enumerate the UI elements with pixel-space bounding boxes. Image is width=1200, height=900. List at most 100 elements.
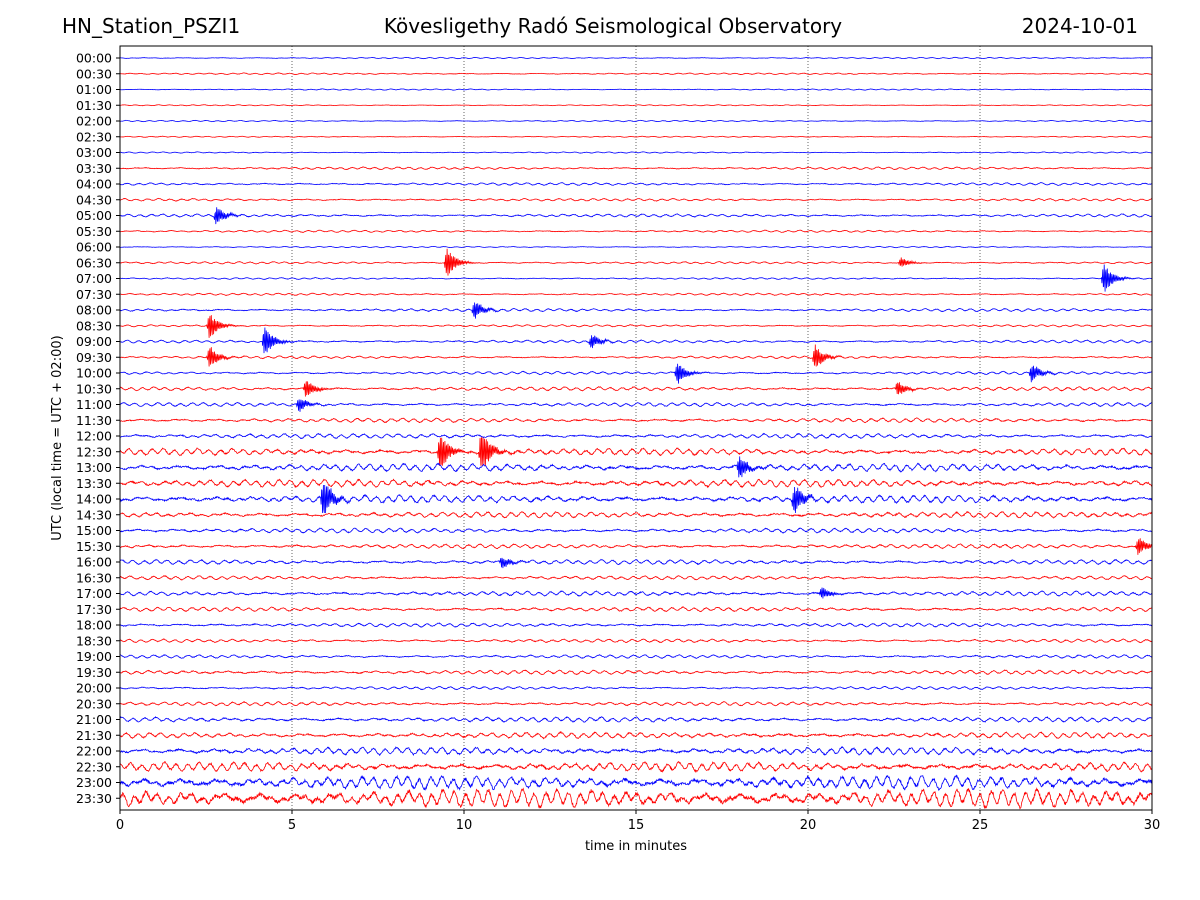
trace-0730 [119,292,1152,296]
row-label: 13:00 [76,460,112,475]
row-label: 19:30 [76,665,112,680]
row-label: 03:30 [76,161,112,176]
row-label: 00:00 [76,51,112,66]
row-label: 11:00 [76,397,112,412]
row-label: 07:30 [76,287,112,302]
row-label: 14:00 [76,492,112,507]
row-label: 04:30 [76,192,112,207]
y-axis-label: UTC (local time = UTC + 02:00) [50,335,65,540]
trace-0400 [119,182,1153,186]
trace-0900 [119,327,1153,354]
trace-0600 [119,245,1153,249]
row-label: 12:00 [76,429,112,444]
row-label: 06:00 [76,240,112,255]
trace-0100 [119,88,1152,91]
trace-1300 [119,456,1152,478]
row-label: 10:00 [76,366,112,381]
trace-0300 [119,151,1152,154]
trace-1330 [119,478,1153,489]
trace-1100 [119,399,1153,412]
trace-1430 [119,510,1152,519]
trace-0330 [119,166,1153,171]
x-tick-label: 5 [288,818,296,833]
x-tick-label: 25 [972,818,989,833]
trace-1900 [119,654,1153,659]
trace-1730 [119,606,1152,613]
trace-0500 [119,207,1153,225]
row-label: 08:30 [76,318,112,333]
trace-1830 [119,638,1152,644]
row-label: 01:00 [76,82,112,97]
row-label: 14:30 [76,507,112,522]
trace-1000 [119,363,1153,384]
trace-1130 [119,417,1153,424]
row-label: 12:30 [76,444,112,459]
trace-2030 [119,701,1153,707]
row-label: 05:00 [76,208,112,223]
row-label: 02:00 [76,114,112,129]
trace-0530 [119,229,1152,233]
row-label: 21:00 [76,712,112,727]
row-label: 21:30 [76,728,112,743]
row-label: 02:30 [76,129,112,144]
trace-0200 [119,119,1152,123]
x-axis-ticks: 0 5 10 15 20 25 30 [116,810,1160,833]
trace-1600 [119,557,1153,569]
row-label: 03:00 [76,145,112,160]
row-label: 20:30 [76,696,112,711]
record-date: 2024-10-01 [1021,14,1138,38]
row-label: 19:00 [76,649,112,664]
trace-0700 [119,264,1152,292]
row-label: 11:30 [76,413,112,428]
row-label: 15:00 [76,523,112,538]
trace-2200 [119,745,1152,757]
observatory-title: Kövesligethy Radó Seismological Observat… [383,14,843,38]
row-label: 10:30 [76,381,112,396]
x-tick-label: 20 [800,818,817,833]
trace-0930 [119,344,1153,367]
trace-1400 [119,484,1153,514]
row-label: 18:00 [76,618,112,633]
trace-1930 [119,669,1153,676]
row-label: 16:00 [76,555,112,570]
x-axis-label: time in minutes [585,839,687,854]
x-tick-label: 30 [1144,818,1161,833]
row-label: 08:00 [76,303,112,318]
trace-0800 [119,302,1153,319]
x-tick-label: 10 [456,818,473,833]
row-label: 23:30 [76,791,112,806]
trace-2300 [119,774,1153,791]
trace-1700 [119,587,1153,599]
trace-0130 [119,104,1152,107]
trace-0230 [119,135,1152,138]
row-labels: 00:0000:3001:0001:3002:0002:3003:0003:30… [76,51,120,806]
row-label: 06:30 [76,255,112,270]
row-label: 05:30 [76,224,112,239]
grid-lines [291,46,981,810]
row-label: 23:00 [76,775,112,790]
row-label: 17:30 [76,602,112,617]
row-label: 00:30 [76,66,112,81]
row-label: 22:00 [76,744,112,759]
x-tick-label: 0 [116,818,124,833]
trace-2100 [119,715,1153,723]
row-label: 20:00 [76,681,112,696]
trace-2130 [119,730,1153,740]
x-tick-label: 15 [628,818,645,833]
trace-2000 [119,685,1153,691]
trace-2330 [119,787,1153,810]
trace-1530 [119,538,1153,555]
station-name: HN_Station_PSZI1 [62,14,241,38]
trace-lines [119,56,1153,810]
trace-1630 [119,575,1153,581]
row-label: 13:30 [76,476,112,491]
row-label: 04:00 [76,177,112,192]
row-label: 09:00 [76,334,112,349]
row-label: 18:30 [76,633,112,648]
row-label: 01:30 [76,98,112,113]
trace-0830 [119,315,1152,338]
trace-1230 [119,437,1153,467]
row-label: 09:30 [76,350,112,365]
row-label: 22:30 [76,759,112,774]
